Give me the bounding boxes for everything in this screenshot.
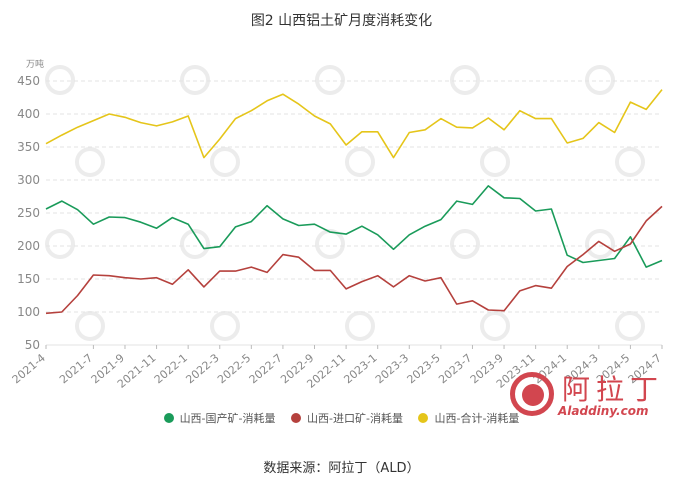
legend-label: 山西-进口矿-消耗量	[307, 412, 403, 425]
x-tick-label: 2022-3	[183, 351, 221, 386]
watermark-mark	[615, 311, 645, 341]
x-tick-label: 2021-4	[10, 351, 48, 386]
watermark-mark	[615, 147, 645, 177]
series-line-2	[45, 89, 663, 159]
x-tick-label: 2023-5	[405, 351, 443, 386]
logo-english-text: Aladdiny.com	[558, 404, 649, 418]
series-line-0	[45, 185, 663, 268]
watermark-mark	[480, 311, 510, 341]
y-tick-label: 350	[17, 140, 40, 154]
x-tick-label: 2023-1	[341, 351, 379, 386]
y-tick-label: 150	[17, 272, 40, 286]
data-source-note: 数据来源：阿拉丁（ALD）	[263, 461, 420, 476]
x-tick-label: 2023-7	[436, 351, 474, 386]
x-tick-label: 2022-5	[215, 351, 253, 386]
legend-dot-icon	[291, 413, 302, 423]
watermark-layer	[45, 65, 645, 341]
chart-title: 图2 山西铝土矿月度消耗变化	[250, 13, 433, 29]
series-layer	[45, 89, 663, 315]
chart-legend: 山西-国产矿-消耗量 山西-进口矿-消耗量 山西-合计-消耗量	[0, 410, 683, 426]
watermark-mark	[585, 229, 615, 259]
watermark-mark	[210, 311, 240, 341]
x-tick-label: 2023-3	[373, 351, 411, 386]
y-axis-label: 万吨	[26, 58, 44, 70]
watermark-mark	[345, 311, 375, 341]
watermark-mark	[75, 147, 105, 177]
watermark-mark	[45, 65, 75, 95]
legend-dot-icon	[163, 413, 174, 423]
series-line-1	[45, 205, 663, 315]
watermark-mark	[480, 147, 510, 177]
watermark-mark	[180, 229, 210, 259]
watermark-mark	[315, 229, 345, 259]
x-tick-label: 2022-1	[152, 351, 190, 386]
line-chart: 50 100 150 200 250 300 350 400 450 万吨 2021-4 2021-7…	[10, 58, 664, 391]
legend-label: 山西-国产矿-消耗量	[179, 412, 276, 425]
watermark-mark	[345, 147, 375, 177]
y-tick-label: 450	[17, 74, 40, 88]
watermark-mark	[45, 229, 75, 259]
y-tick-label: 50	[25, 338, 40, 352]
y-tick-label: 250	[17, 206, 40, 220]
logo-ring-icon	[510, 372, 554, 416]
legend-dot-icon	[418, 413, 429, 423]
y-tick-label: 400	[17, 107, 40, 121]
aladdin-logo: 阿拉丁 Aladdiny.com	[510, 368, 675, 420]
x-tick-label: 2022-7	[247, 351, 285, 386]
logo-chinese-text: 阿拉丁	[562, 373, 665, 406]
watermark-mark	[180, 65, 210, 95]
watermark-mark	[585, 65, 615, 95]
legend-item-total[interactable]: 山西-合计-消耗量	[418, 410, 519, 426]
x-tick-label: 2021-7	[57, 351, 95, 386]
logo-mark-icon	[522, 384, 544, 406]
y-tick-label: 100	[17, 305, 40, 319]
y-tick-label: 200	[17, 239, 40, 253]
legend-item-imported[interactable]: 山西-进口矿-消耗量	[291, 410, 403, 426]
watermark-mark	[450, 65, 480, 95]
y-tick-label: 300	[17, 173, 40, 187]
watermark-mark	[450, 229, 480, 259]
watermark-mark	[315, 65, 345, 95]
grid-layer	[46, 80, 662, 346]
watermark-mark	[75, 311, 105, 341]
legend-item-domestic[interactable]: 山西-国产矿-消耗量	[163, 410, 276, 426]
watermark-mark	[210, 147, 240, 177]
axis-layer: 50 100 150 200 250 300 350 400 450 万吨 2021-4 2021-7…	[10, 58, 664, 391]
legend-label: 山西-合计-消耗量	[434, 412, 520, 425]
